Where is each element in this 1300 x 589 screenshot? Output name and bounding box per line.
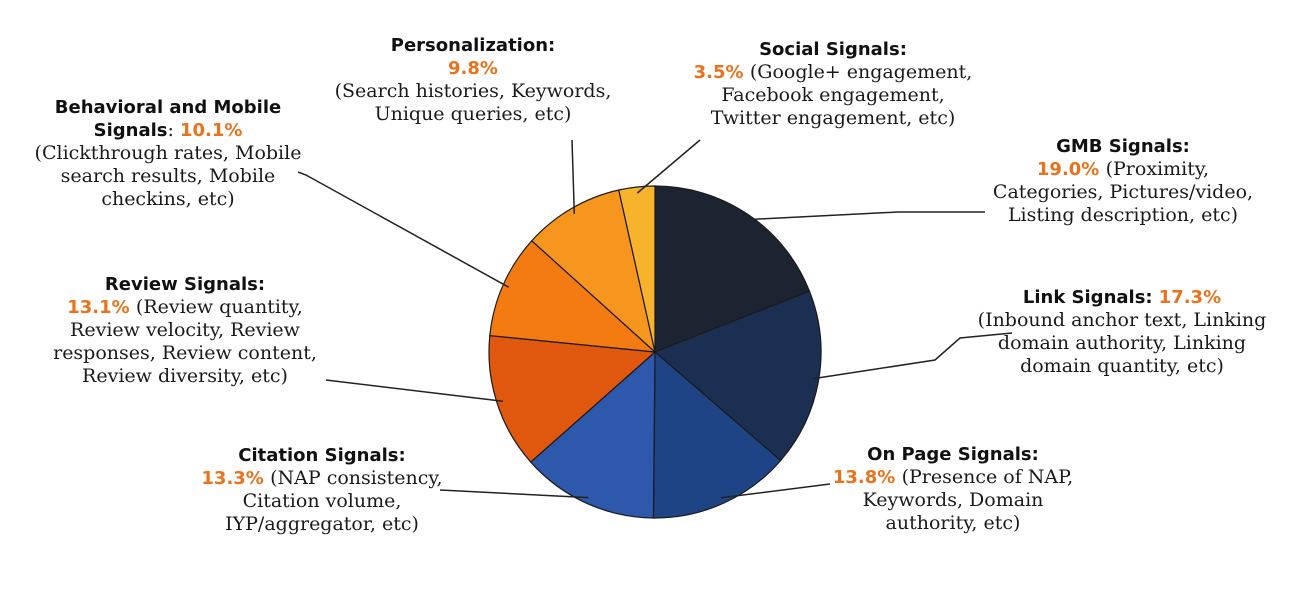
label-heading: Behavioral and Mobile: [54, 97, 282, 118]
pie-slice-review-signals: [488, 334, 657, 463]
leader-line-gmb-signals: [744, 211, 985, 221]
label-text: responses, Review content,: [53, 342, 317, 364]
leader-line-link-signals: [812, 332, 1013, 380]
label-text: IYP/aggregator, etc): [225, 513, 419, 535]
label-text: domain quantity, etc): [1020, 355, 1224, 377]
label-heading: Link Signals:: [1022, 287, 1153, 308]
label-heading: Social Signals:: [759, 39, 907, 60]
pie-slice-personalization: [530, 189, 656, 354]
label-text: checkins, etc): [101, 188, 235, 210]
label-review-signals: Review Signals: 13.1% (Review quantity, …: [30, 273, 340, 388]
label-personalization: Personalization: 9.8% (Search histories,…: [318, 34, 628, 126]
leader-line-review-signals: [325, 379, 503, 403]
label-text: (Proximity,: [1105, 158, 1210, 180]
leader-line-personalization: [571, 139, 576, 214]
label-heading: GMB Signals:: [1056, 136, 1190, 157]
label-text: authority, etc): [885, 512, 1021, 534]
label-text: Categories, Pictures/video,: [992, 181, 1254, 203]
label-text: Citation volume,: [242, 490, 402, 512]
label-text: (NAP consistency,: [270, 467, 443, 489]
label-text: domain authority, Linking: [997, 332, 1247, 354]
label-citation-signals: Citation Signals: 13.3% (NAP consistency…: [172, 444, 472, 536]
label-text: (Search histories, Keywords,: [334, 80, 612, 102]
label-heading-cont: Signals: [93, 120, 168, 141]
label-percent: 13.3%: [201, 468, 271, 489]
label-heading: Personalization:: [390, 35, 556, 56]
label-text: Twitter engagement, etc): [710, 107, 956, 129]
label-gmb-signals: GMB Signals: 19.0% (Proximity, Categorie…: [978, 135, 1268, 227]
label-percent: 13.1%: [67, 297, 136, 318]
label-text: Keywords, Domain: [862, 489, 1044, 511]
leader-lines: [297, 139, 1013, 499]
label-social-signals: Social Signals: 3.5% (Google+ engagement…: [678, 38, 988, 130]
pie-slices: [488, 185, 822, 519]
label-percent: 10.1%: [179, 120, 243, 141]
label-text: (Clickthrough rates, Mobile: [34, 142, 302, 164]
leader-line-citation-signals: [439, 489, 589, 499]
pie-slice-gmb-signals: [654, 185, 811, 353]
pie-slice-social-signals: [618, 185, 656, 353]
label-percent: 3.5%: [693, 62, 750, 83]
label-on-page-signals: On Page Signals: 13.8% (Presence of NAP,…: [808, 443, 1098, 535]
label-heading: Review Signals:: [104, 274, 266, 295]
label-percent: 13.8%: [832, 467, 902, 488]
label-sep: :: [167, 119, 180, 141]
label-heading: On Page Signals:: [867, 444, 1039, 465]
label-link-signals: Link Signals: 17.3% (Inbound anchor text…: [962, 286, 1282, 378]
leader-line-on-page-signals: [720, 483, 831, 499]
label-behavioral-mobile-signals: Behavioral and Mobile Signals: 10.1% (Cl…: [8, 96, 328, 211]
label-percent: 9.8%: [448, 58, 498, 79]
leader-line-social-signals: [636, 139, 701, 194]
label-text: Listing description, etc): [1007, 204, 1239, 226]
label-text: Review diversity, etc): [82, 365, 288, 387]
label-heading: Citation Signals:: [238, 445, 406, 466]
label-text: Unique queries, etc): [374, 103, 572, 125]
label-text: search results, Mobile: [60, 165, 276, 187]
label-text: (Inbound anchor text, Linking: [977, 309, 1267, 331]
pie-slice-on-page-signals: [652, 350, 782, 519]
label-text: (Google+ engagement,: [749, 61, 973, 83]
label-percent: 19.0%: [1036, 159, 1106, 180]
pie-slice-citation-signals: [529, 350, 656, 519]
pie-slice-link-signals: [653, 290, 822, 462]
label-text: Facebook engagement,: [721, 84, 945, 106]
leader-line-behavioral-and-mobile-signals: [297, 171, 510, 288]
label-text: (Review quantity,: [135, 296, 303, 318]
label-text: Review velocity, Review: [70, 319, 300, 341]
label-percent: 17.3%: [1158, 287, 1222, 308]
label-text: (Presence of NAP,: [901, 466, 1074, 488]
